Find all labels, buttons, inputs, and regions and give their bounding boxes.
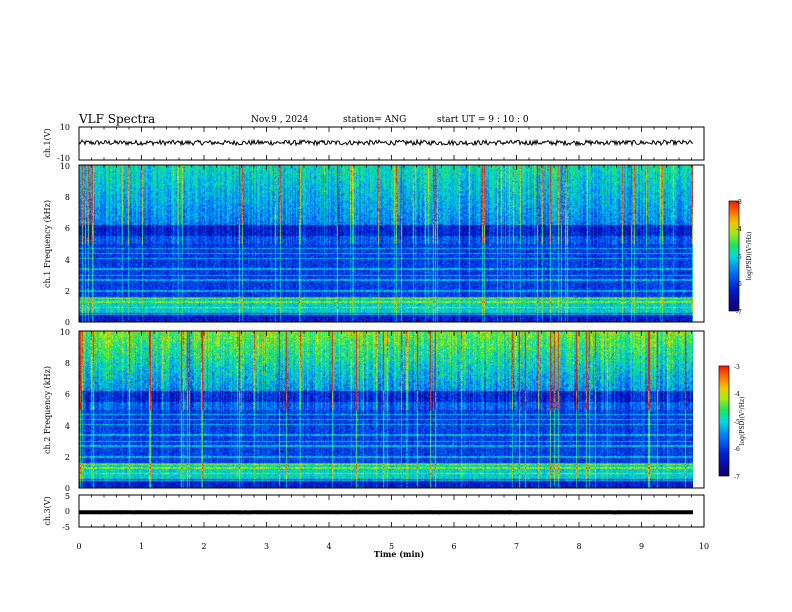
panel-ch2-spectrogram: 10 8 6 4 2 0 ch.2 Frequency (kHz) bbox=[43, 328, 705, 493]
ch3-ytick-bottom: -5 bbox=[62, 523, 70, 532]
ch2-spectrogram-image bbox=[79, 331, 693, 488]
cb2-tick-m6: -6 bbox=[734, 446, 740, 453]
figure-title: VLF Spectra bbox=[79, 112, 156, 126]
spec2-ytick-4: 4 bbox=[65, 422, 70, 431]
spec2-ytick-8: 8 bbox=[65, 359, 70, 368]
date-label: Nov.9 , 2024 bbox=[251, 115, 309, 125]
colorbar-ch2-frame bbox=[718, 365, 730, 477]
ch3-ytick-top: 5 bbox=[65, 492, 70, 501]
x-tick-label: 6 bbox=[451, 542, 456, 551]
cb1-tick-m3: -3 bbox=[736, 199, 742, 206]
x-axis-tick-labels: 0 1 2 3 4 5 6 7 8 9 10 bbox=[76, 542, 709, 551]
x-axis-label: Time (min) bbox=[374, 549, 424, 559]
cb1-tick-m6: -6 bbox=[736, 281, 742, 288]
spec2-ytick-0: 0 bbox=[65, 484, 70, 493]
colorbar-ch1-label: log(PSD)(V²/Hz) bbox=[746, 232, 753, 281]
ch1-ylabel: ch.1(V) bbox=[43, 128, 52, 157]
spec2-ytick-6: 6 bbox=[65, 390, 70, 399]
spec2-ytick-10: 10 bbox=[60, 328, 70, 337]
panel-ch1-spec-ticks bbox=[78, 165, 705, 322]
ch1-waveform-line bbox=[78, 138, 694, 147]
cb2-tick-m3: -3 bbox=[734, 364, 740, 371]
ch1-ytick-bottom: -10 bbox=[57, 154, 70, 163]
ch1-spectrogram-image bbox=[79, 165, 693, 322]
colorbar-ch1-gradient bbox=[729, 201, 739, 311]
station-label: station= ANG bbox=[343, 115, 407, 125]
spec1-ylabel: ch.1 Frequency (kHz) bbox=[43, 200, 52, 288]
cb2-tick-m5: -5 bbox=[734, 419, 740, 426]
ch3-ytick-mid: 0 bbox=[65, 507, 70, 516]
panel-ch2-spec-ticks bbox=[78, 331, 705, 488]
x-tick-label: 5 bbox=[389, 542, 394, 551]
x-tick-label: 10 bbox=[699, 542, 709, 551]
x-tick-label: 3 bbox=[264, 542, 269, 551]
x-tick-label: 2 bbox=[201, 542, 206, 551]
colorbar-ch2-gradient bbox=[719, 366, 729, 476]
cb1-tick-m5: -5 bbox=[736, 254, 742, 261]
cb2-tick-m4: -4 bbox=[734, 391, 740, 398]
x-tick-label: 0 bbox=[76, 542, 81, 551]
colorbar-ch1-frame bbox=[728, 200, 740, 312]
panel-ch3-x-ticks bbox=[78, 495, 705, 527]
spec1-ytick-0: 0 bbox=[65, 318, 70, 327]
panel-ch1-x-ticks bbox=[78, 127, 705, 160]
panel-ch3-waveform: 5 0 -5 ch.3(V) bbox=[43, 492, 705, 532]
colorbar-ch2: -3 -4 -5 -6 -7 log(PSD)(V²/Hz) bbox=[718, 364, 746, 481]
colorbar-ch1: -3 -4 -5 -6 -7 log(PSD)(V²/Hz) bbox=[728, 199, 753, 316]
start-time-label: start UT = 9 : 10 : 0 bbox=[437, 115, 529, 125]
panel-ch1-waveform: 10 -10 ch.1(V) bbox=[43, 123, 705, 163]
ch3-ylabel: ch.3(V) bbox=[43, 496, 52, 525]
cb1-tick-m7: -7 bbox=[736, 309, 742, 316]
spec2-ytick-2: 2 bbox=[65, 453, 70, 462]
spec1-ytick-2: 2 bbox=[65, 287, 70, 296]
x-tick-label: 4 bbox=[326, 542, 331, 551]
colorbar-ch2-label: log(PSD)(V²/Hz) bbox=[739, 397, 746, 446]
x-tick-label: 9 bbox=[639, 542, 644, 551]
spec1-ytick-10: 10 bbox=[60, 162, 70, 171]
ch1-ytick-top: 10 bbox=[60, 123, 70, 132]
spec1-ytick-4: 4 bbox=[65, 256, 70, 265]
x-tick-label: 8 bbox=[576, 542, 581, 551]
spec1-ytick-6: 6 bbox=[65, 224, 70, 233]
cb2-tick-m7: -7 bbox=[734, 474, 740, 481]
panel-ch1-spectrogram: 10 8 6 4 2 0 ch.1 Frequency (kHz) bbox=[43, 162, 705, 327]
cb1-tick-m4: -4 bbox=[736, 226, 742, 233]
x-tick-label: 1 bbox=[139, 542, 144, 551]
x-tick-label: 7 bbox=[514, 542, 519, 551]
spec1-ytick-8: 8 bbox=[65, 193, 70, 202]
spec2-ylabel: ch.2 Frequency (kHz) bbox=[43, 366, 52, 454]
